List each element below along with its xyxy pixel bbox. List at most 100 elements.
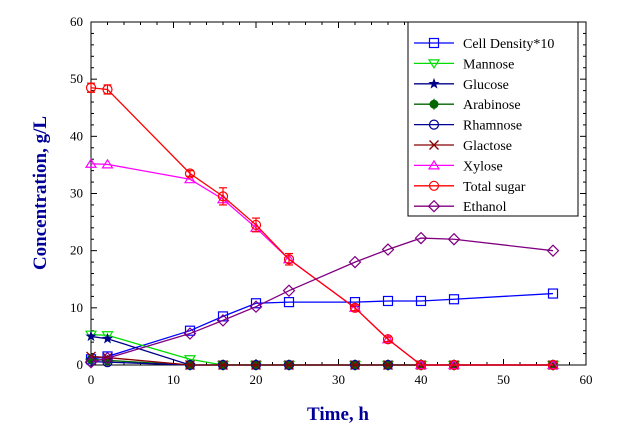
point-ethanol	[249, 300, 263, 314]
point-ethanol	[414, 231, 428, 245]
legend-item-glucose: Glucose	[414, 78, 509, 93]
x-tick-label: 50	[497, 372, 510, 387]
point-glactose-stroke-b	[218, 360, 228, 370]
point-cell-density-10	[250, 298, 262, 309]
series-line-ethanol	[90, 237, 554, 363]
point-mannose	[101, 331, 114, 341]
legend-label-mannose: Mannose	[463, 57, 514, 72]
point-xylose	[101, 158, 114, 169]
point-glactose-stroke-b	[251, 360, 261, 370]
legend-item-ethanol: Ethanol	[414, 199, 507, 215]
point-ethanol	[84, 355, 98, 369]
point-total-sugar	[382, 334, 394, 345]
point-total-sugar	[415, 359, 427, 371]
point-total-sugar	[283, 254, 295, 265]
legend-item-total-sugar: Total sugar	[414, 180, 526, 195]
point-total-sugar	[102, 84, 113, 95]
point-ethanol	[381, 243, 395, 256]
legend-marker-glucose	[428, 77, 440, 89]
legend-item-cell-density-10: Cell Density*10	[414, 37, 554, 52]
point-ethanol	[183, 327, 197, 340]
legend-marker-glactose	[429, 140, 439, 150]
y-tick-label: 30	[70, 186, 83, 201]
point-glucose	[101, 332, 114, 344]
legend-marker-cell-density-10	[428, 37, 440, 49]
point-glactose-stroke-b	[350, 360, 360, 370]
point-ethanol	[216, 314, 230, 327]
point-cell-density-10	[283, 297, 295, 308]
point-glactose	[284, 360, 294, 370]
legend-box	[407, 21, 579, 217]
y-tick-label: 60	[70, 14, 83, 29]
point-glactose-stroke-b	[284, 360, 294, 370]
legend-item-mannose: Mannose	[414, 57, 514, 72]
legend-item-arabinose: Arabinose	[414, 98, 521, 113]
y-tick-label: 10	[70, 300, 83, 315]
point-glactose-stroke-b	[383, 360, 393, 370]
point-ethanol	[546, 244, 560, 258]
legend-marker-rhamnose	[428, 119, 440, 130]
legend-label-glactose: Glactose	[463, 139, 512, 154]
x-tick-label: 10	[167, 372, 180, 387]
point-mannose	[183, 355, 197, 365]
legend-marker-glactose-stroke-b	[429, 140, 439, 150]
point-total-sugar	[448, 359, 460, 371]
legend-label-xylose: Xylose	[463, 159, 503, 174]
point-xylose	[348, 302, 362, 312]
y-tick-label: 20	[70, 243, 83, 258]
point-xylose	[381, 333, 395, 344]
legend-marker-mannose	[427, 59, 441, 70]
legend-label-ethanol: Ethanol	[463, 200, 507, 215]
series-cell-density-10	[85, 288, 559, 365]
legend-item-xylose: Xylose	[414, 159, 503, 174]
legend: Cell Density*10 Mannose Glucose Arabinose Rh…	[407, 21, 579, 217]
point-total-sugar	[349, 302, 361, 313]
x-tick-label: 30	[332, 372, 345, 387]
legend-marker-ethanol	[427, 199, 441, 213]
legend-label-cell-density-10: Cell Density*10	[463, 37, 554, 52]
y-tick-label: 40	[70, 128, 83, 143]
point-ethanol	[447, 232, 461, 246]
point-cell-density-10	[547, 288, 559, 299]
legend-marker-total-sugar	[428, 180, 440, 191]
point-total-sugar	[250, 219, 262, 231]
x-tick-label: 20	[250, 372, 263, 387]
y-tick-label: 0	[77, 357, 84, 372]
x-tick-label: 40	[415, 372, 428, 387]
series-ethanol	[84, 231, 560, 369]
y-tick-label: 50	[70, 71, 83, 86]
legend-item-rhamnose: Rhamnose	[414, 119, 522, 134]
point-glactose	[218, 360, 228, 370]
y-axis-title: Concentration, g/L	[30, 116, 51, 270]
point-ethanol	[282, 284, 296, 298]
legend-marker-arabinose	[428, 98, 440, 110]
point-cell-density-10	[448, 294, 460, 305]
legend-label-rhamnose: Rhamnose	[463, 119, 522, 134]
point-cell-density-10	[382, 295, 394, 307]
point-ethanol	[348, 255, 362, 269]
legend-label-glucose: Glucose	[463, 78, 509, 93]
x-axis-title: Time, h	[307, 404, 369, 425]
point-glucose	[85, 330, 97, 342]
point-total-sugar	[85, 82, 97, 93]
legend-marker-xylose	[427, 159, 441, 170]
point-glactose	[185, 360, 195, 370]
series-line-mannose	[90, 334, 553, 366]
point-cell-density-10	[415, 295, 427, 307]
legend-label-total-sugar: Total sugar	[463, 180, 526, 195]
point-glactose-stroke-b	[185, 360, 195, 370]
point-xylose	[183, 173, 197, 184]
point-glactose	[251, 360, 261, 370]
point-xylose	[84, 158, 98, 168]
series-line-cell-density-10	[90, 292, 554, 360]
x-tick-label: 60	[580, 372, 593, 387]
point-total-sugar	[184, 168, 196, 179]
point-ethanol	[101, 351, 114, 365]
legend-label-arabinose: Arabinose	[463, 98, 521, 113]
legend-item-glactose: Glactose	[414, 139, 512, 154]
series-total-sugar	[85, 82, 559, 371]
series-layer	[84, 82, 560, 371]
point-total-sugar	[547, 359, 559, 371]
point-cell-density-10	[184, 325, 196, 336]
